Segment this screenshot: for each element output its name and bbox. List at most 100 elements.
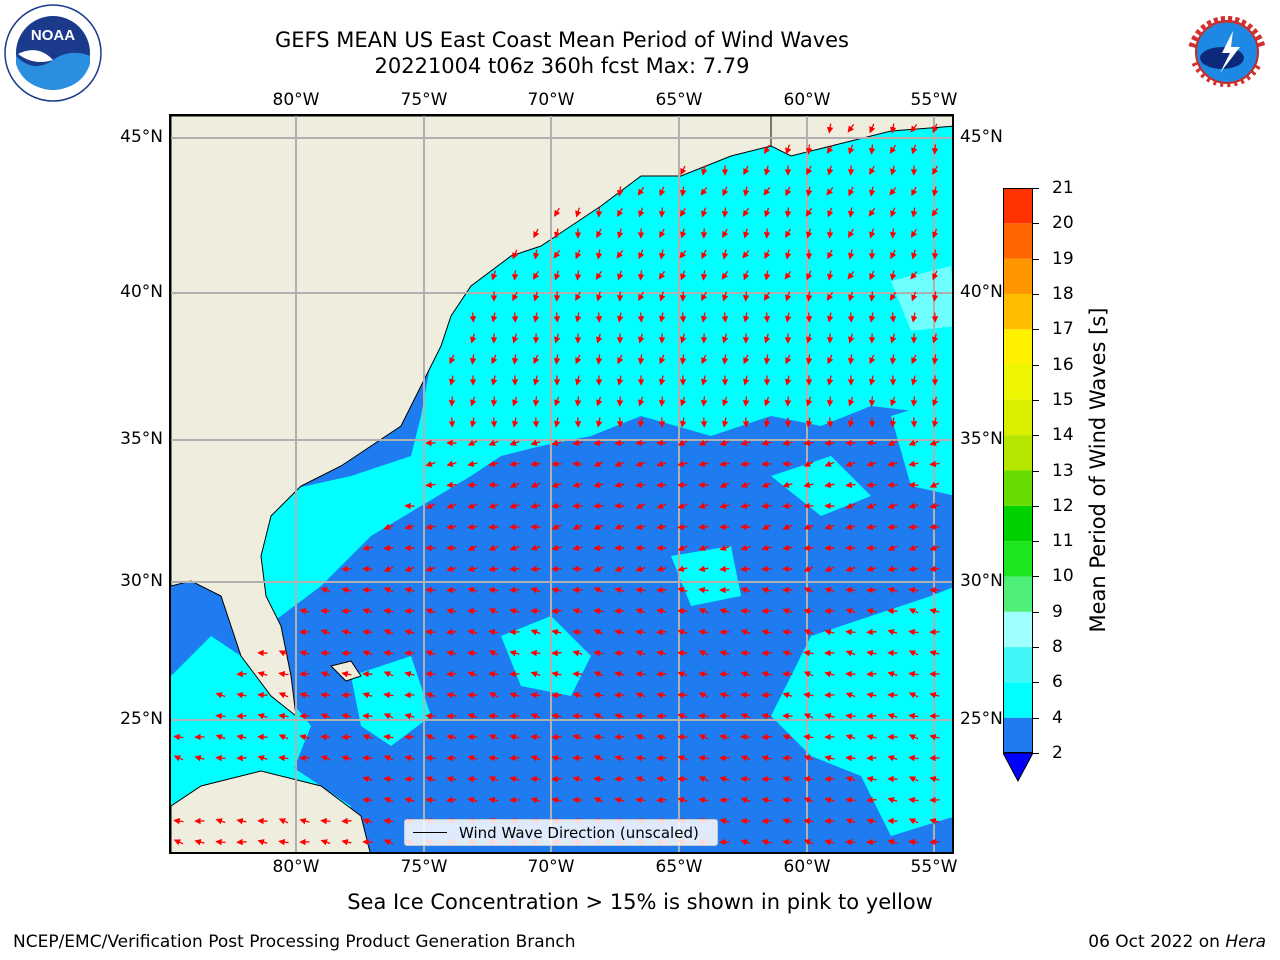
wind-wave-arrow: [784, 271, 792, 280]
wind-wave-arrow: [656, 607, 667, 615]
wind-wave-arrow: [236, 817, 247, 825]
wind-wave-arrow: [554, 270, 561, 281]
wind-wave-arrow: [446, 670, 457, 678]
wind-wave-arrow: [383, 713, 394, 720]
wind-wave-arrow: [509, 608, 520, 615]
wind-wave-arrow: [530, 713, 541, 720]
wind-wave-arrow: [446, 565, 457, 572]
wind-wave-arrow: [719, 692, 730, 699]
wind-wave-arrow: [742, 291, 750, 302]
wind-wave-arrow: [341, 838, 352, 846]
wind-wave-arrow: [785, 291, 792, 302]
wind-wave-arrow: [341, 691, 352, 699]
wind-wave-arrow: [656, 502, 667, 509]
wind-wave-arrow: [929, 565, 940, 573]
wind-wave-arrow: [764, 249, 771, 260]
wind-wave-arrow: [425, 650, 436, 657]
wind-wave-arrow: [869, 354, 876, 365]
wind-wave-arrow: [593, 523, 604, 530]
wind-wave-arrow: [215, 734, 226, 741]
lon-tick-bottom: 75°W: [400, 857, 448, 877]
wind-wave-arrow: [908, 460, 919, 468]
wind-wave-arrow: [866, 733, 877, 741]
wind-wave-arrow: [824, 460, 835, 467]
wind-wave-arrow: [931, 312, 939, 323]
wind-wave-arrow: [530, 671, 541, 678]
wind-wave-arrow: [806, 165, 813, 176]
wind-wave-arrow: [383, 839, 394, 846]
wind-wave-arrow: [677, 502, 688, 509]
wind-wave-arrow: [509, 502, 520, 510]
wind-wave-arrow: [425, 734, 436, 741]
wind-wave-arrow: [593, 713, 604, 720]
wind-wave-arrow: [572, 776, 583, 783]
wind-wave-arrow: [722, 291, 729, 302]
wind-wave-arrow: [446, 586, 457, 594]
wind-wave-arrow: [575, 354, 582, 365]
wind-wave-arrow: [215, 754, 226, 762]
colorbar-tick-label: 15: [1052, 389, 1074, 410]
lat-tick-right: 35°N: [960, 429, 1003, 449]
wind-wave-arrow: [656, 586, 667, 594]
wind-wave-arrow: [467, 587, 478, 594]
colorbar: [1002, 188, 1034, 783]
wind-wave-arrow: [845, 481, 856, 489]
wind-wave-arrow: [869, 375, 876, 386]
wind-wave-arrow: [866, 649, 877, 657]
colorbar-tick-label: 17: [1052, 319, 1074, 340]
wind-wave-arrow: [596, 396, 603, 407]
wind-wave-arrow: [637, 417, 645, 428]
wind-wave-arrow: [721, 249, 729, 260]
wind-wave-arrow: [908, 586, 919, 594]
wind-wave-arrow: [908, 818, 919, 825]
wind-wave-arrow: [509, 650, 520, 657]
colorbar-tick-label: 10: [1052, 566, 1074, 587]
wind-wave-arrow: [404, 523, 415, 530]
wind-wave-arrow: [425, 754, 436, 762]
wind-wave-arrow: [278, 818, 289, 825]
wind-wave-arrow: [614, 629, 625, 636]
wind-wave-arrow: [847, 417, 855, 428]
wind-wave-arrow: [929, 460, 940, 468]
wind-wave-arrow: [488, 734, 499, 741]
wind-wave-arrow: [698, 523, 709, 531]
wind-wave-arrow: [425, 481, 436, 489]
wind-wave-arrow: [910, 124, 918, 133]
wind-wave-arrow: [700, 270, 708, 281]
wind-wave-arrow: [719, 460, 730, 468]
wind-wave-arrow: [698, 650, 709, 657]
wind-wave-arrows: [173, 123, 940, 846]
wind-wave-arrow: [722, 333, 729, 344]
wind-wave-arrow: [782, 608, 793, 615]
wind-wave-arrow: [425, 523, 436, 531]
wind-wave-arrow: [572, 734, 583, 741]
wind-wave-arrow: [740, 649, 751, 657]
wind-wave-arrow: [680, 228, 687, 239]
wind-wave-arrow: [805, 354, 813, 365]
wind-wave-arrow: [848, 228, 855, 239]
wind-wave-arrow: [637, 186, 645, 196]
wind-wave-arrow: [761, 712, 772, 720]
wind-wave-arrow: [593, 481, 604, 489]
colorbar-tick-label: 19: [1052, 248, 1074, 269]
wind-wave-arrow: [805, 417, 813, 428]
wind-wave-arrow: [278, 692, 289, 699]
wind-wave-arrow: [908, 650, 919, 657]
wind-wave-arrow: [575, 291, 582, 302]
wind-wave-arrow: [574, 312, 582, 323]
wind-wave-arrow: [404, 713, 415, 720]
wind-wave-arrow: [845, 796, 856, 804]
wind-wave-arrow: [509, 692, 520, 699]
colorbar-segment: [1003, 647, 1033, 683]
wind-wave-arrow: [656, 775, 667, 783]
wind-wave-arrow: [491, 375, 498, 386]
wind-wave-arrow: [929, 481, 940, 488]
wind-wave-arrow: [593, 649, 604, 657]
wind-wave-arrow: [698, 628, 709, 636]
wind-wave-arrow: [743, 165, 750, 176]
wind-wave-arrow: [869, 123, 876, 134]
wind-wave-arrow: [721, 207, 729, 218]
wind-wave-arrow: [908, 565, 919, 573]
wind-wave-arrow: [530, 460, 541, 468]
wind-wave-arrow: [530, 481, 541, 488]
